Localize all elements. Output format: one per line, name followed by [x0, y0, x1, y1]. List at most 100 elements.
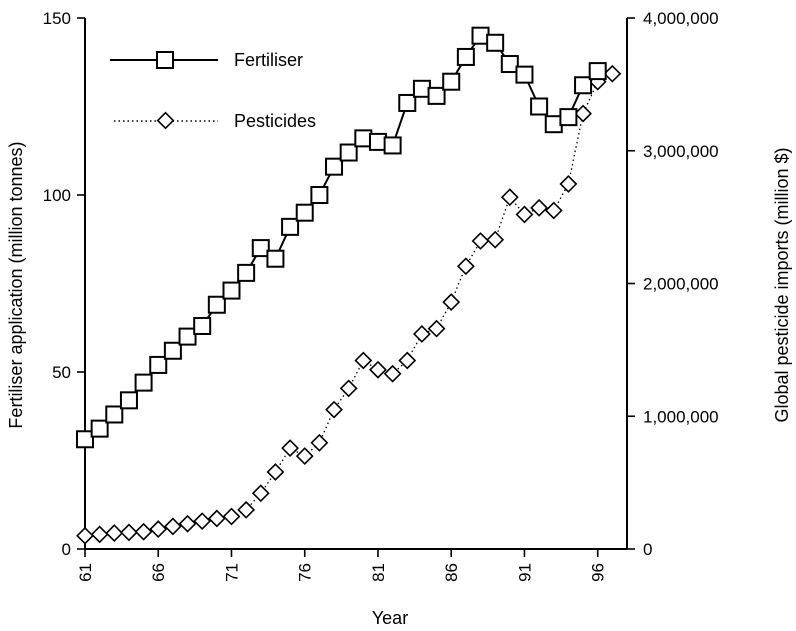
fertiliser-point	[500, 55, 519, 74]
fertiliser-point	[237, 263, 256, 282]
pesticides-point	[456, 257, 475, 276]
right-y-tick-label: 4,000,000	[643, 9, 719, 28]
pesticides-point	[369, 360, 387, 379]
fertiliser-point	[427, 86, 446, 105]
left-y-tick-label: 150	[43, 9, 71, 28]
left-y-tick-label: 50	[52, 363, 71, 382]
x-tick-label: 71	[222, 563, 241, 582]
pesticides-line	[84, 73, 613, 537]
legend-fertiliser-marker	[156, 51, 174, 69]
pesticides-point	[515, 205, 534, 224]
fertiliser-point	[119, 391, 138, 410]
fertiliser-point	[471, 26, 490, 45]
fertiliser-point	[339, 143, 358, 162]
fertiliser-point	[251, 239, 270, 258]
pesticides-point	[163, 517, 182, 536]
x-tick-label: 91	[515, 563, 534, 582]
pesticides-point	[559, 175, 578, 193]
fertiliser-point	[76, 430, 94, 449]
fertiliser-point	[193, 316, 212, 335]
fertiliser-point	[544, 115, 563, 134]
pesticides-point	[486, 230, 505, 249]
right-y-tick-label: 3,000,000	[643, 142, 719, 161]
pesticides-point	[295, 447, 314, 465]
fertiliser-point	[486, 33, 505, 52]
pesticides-point	[574, 104, 592, 123]
pesticides-series	[76, 64, 622, 545]
x-tick-label: 61	[76, 563, 95, 582]
fertiliser-point	[325, 157, 344, 176]
pesticides-point	[281, 439, 299, 458]
fertiliser-point	[574, 76, 593, 95]
pesticides-point	[222, 507, 241, 526]
pesticides-point	[500, 188, 519, 207]
pesticides-point	[603, 64, 622, 83]
fertiliser-point	[134, 373, 153, 392]
x-tick-label: 76	[296, 563, 315, 582]
fertiliser-point	[222, 281, 241, 300]
fertiliser-line	[84, 34, 599, 441]
pesticides-point	[310, 433, 329, 452]
pesticides-point	[76, 526, 94, 545]
fertiliser-point	[559, 108, 578, 127]
x-axis-label: Year	[372, 608, 408, 628]
fertiliser-point	[442, 72, 461, 91]
pesticides-point	[427, 319, 446, 338]
pesticides-point	[120, 523, 138, 542]
pesticides-point	[251, 484, 270, 503]
pesticides-point	[90, 525, 109, 544]
right-y-ticks: 0 1,000,000 2,000,000 3,000,000 4,000,000	[627, 9, 719, 559]
fertiliser-point	[383, 136, 402, 155]
left-y-ticks: 0 50 100 150	[43, 9, 85, 559]
fertiliser-point	[178, 327, 197, 346]
fertiliser-point	[90, 419, 109, 438]
right-y-tick-label: 2,000,000	[643, 275, 719, 294]
fertiliser-point	[281, 217, 300, 236]
pesticides-point	[149, 520, 168, 538]
left-y-axis-label: Fertiliser application (million tonnes)	[6, 141, 26, 428]
pesticides-point	[354, 351, 373, 370]
pesticides-point	[413, 325, 431, 343]
pesticides-point	[544, 201, 563, 220]
x-tick-label: 81	[369, 563, 388, 582]
pesticides-point	[237, 500, 256, 519]
pesticides-point	[383, 364, 402, 383]
fertiliser-point	[310, 186, 329, 204]
right-y-tick-label: 1,000,000	[643, 407, 719, 426]
fertiliser-point	[105, 405, 124, 424]
right-y-tick-label: 0	[643, 540, 652, 559]
left-y-tick-label: 0	[62, 540, 71, 559]
fertiliser-point	[149, 355, 168, 374]
right-y-axis-label: Global pesticide imports (million $)	[772, 147, 792, 422]
legend-pesticides-marker	[156, 111, 175, 130]
legend: Fertiliser Pesticides	[110, 50, 316, 131]
fertiliser-point	[207, 295, 226, 314]
fertiliser-point	[588, 62, 607, 81]
fertiliser-point	[354, 129, 373, 148]
fertiliser-point	[266, 249, 285, 268]
fertiliser-point	[412, 79, 431, 98]
legend-pesticides-label: Pesticides	[234, 111, 316, 131]
fertiliser-point	[398, 93, 417, 112]
pesticides-point	[193, 512, 212, 531]
x-tick-label: 66	[149, 563, 168, 582]
pesticides-point	[442, 293, 461, 311]
pesticides-point	[398, 351, 417, 370]
pesticides-point	[266, 463, 285, 481]
fertiliser-point	[456, 47, 475, 66]
fertiliser-point	[515, 65, 534, 84]
pesticides-point	[105, 524, 124, 542]
fertiliser-point	[368, 132, 387, 151]
x-tick-label: 86	[442, 563, 461, 582]
legend-fertiliser-label: Fertiliser	[234, 50, 303, 70]
left-y-tick-label: 100	[43, 186, 71, 205]
fertiliser-point	[530, 97, 549, 116]
pesticides-point	[530, 198, 549, 217]
pesticides-point	[325, 400, 343, 419]
x-tick-label: 96	[589, 563, 608, 582]
fertiliser-point	[163, 341, 182, 360]
pesticides-point	[207, 509, 226, 528]
pesticides-point	[178, 514, 197, 533]
pesticides-point	[339, 379, 358, 398]
